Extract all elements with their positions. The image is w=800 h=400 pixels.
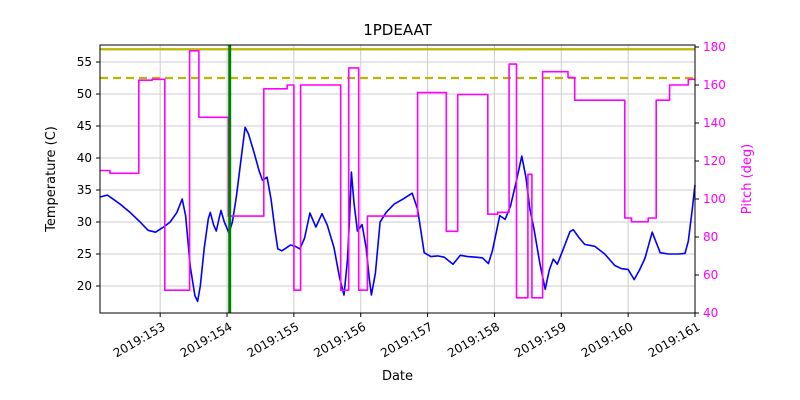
y-right-tick-label: 140	[703, 116, 726, 130]
y-left-tick-label: 40	[77, 151, 92, 165]
y-right-tick-label: 60	[703, 268, 718, 282]
y-axis-label-right: Pitch (deg)	[740, 143, 755, 215]
y-left-tick-label: 55	[77, 55, 92, 69]
x-tick-label: 2019:158	[445, 319, 502, 360]
y-right-tick-label: 180	[703, 40, 726, 54]
x-tick-label: 2019:159	[512, 319, 569, 360]
y-axis-label-left: Temperature (C)	[44, 126, 59, 232]
y-left-tick-label: 20	[77, 279, 92, 293]
x-tick-label: 2019:156	[311, 319, 368, 360]
y-left-tick-label: 45	[77, 119, 92, 133]
y-left-tick-label: 25	[77, 247, 92, 261]
chart-title: 1PDEAAT	[363, 21, 432, 39]
y-left-tick-label: 50	[77, 87, 92, 101]
x-tick-label: 2019:154	[178, 319, 235, 360]
x-tick-label: 2019:160	[579, 319, 636, 360]
y-right-tick-label: 160	[703, 78, 726, 92]
x-axis-label: Date	[381, 369, 414, 384]
x-tick-label: 2019:155	[245, 319, 302, 360]
axes-frame	[99, 44, 696, 314]
x-tick-label: 2019:157	[378, 319, 435, 360]
y-right-tick-label: 40	[703, 306, 718, 320]
y-right-tick-label: 120	[703, 154, 726, 168]
x-tick-label: 2019:153	[111, 319, 168, 360]
temperature-line	[99, 126, 696, 303]
y-left-tick-label: 35	[77, 183, 92, 197]
pitch-line	[100, 50, 695, 299]
y-right-tick-label: 100	[703, 192, 726, 206]
y-left-tick-label: 30	[77, 215, 92, 229]
x-tick-label: 2019:161	[646, 319, 703, 360]
y-right-tick-label: 80	[703, 230, 718, 244]
